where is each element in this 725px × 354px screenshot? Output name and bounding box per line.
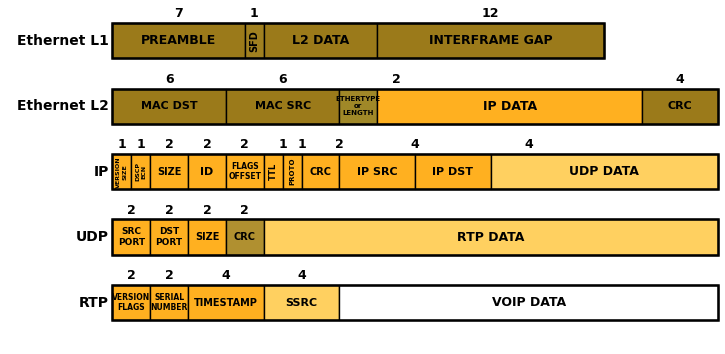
Text: ID: ID [200,167,214,177]
Bar [150,285,188,320]
Text: 2: 2 [335,138,344,151]
Text: SIZE: SIZE [157,167,181,177]
Text: CRC: CRC [233,232,256,242]
Bar [188,285,264,320]
Text: 7: 7 [174,7,183,20]
Text: 2: 2 [127,204,136,217]
Text: 6: 6 [165,73,173,86]
Bar [264,285,339,320]
Text: TIMESTAMP: TIMESTAMP [194,298,258,308]
Text: DST
PORT: DST PORT [156,228,183,247]
Text: ETHERTYPE
or
LENGTH: ETHERTYPE or LENGTH [336,96,381,116]
Text: CRC: CRC [310,167,331,177]
Text: SSRC: SSRC [286,298,318,308]
Bar [642,88,718,124]
Bar [283,154,302,189]
Text: VERSION
FLAGS: VERSION FLAGS [112,293,150,312]
Bar [112,88,718,124]
Bar [226,88,339,124]
Text: DSCP
ECN: DSCP ECN [136,162,146,181]
Bar [150,219,188,255]
Text: Ethernet L2: Ethernet L2 [17,99,109,113]
Text: 4: 4 [524,138,533,151]
Text: 2: 2 [165,269,173,282]
Bar [226,219,264,255]
Text: SFD: SFD [249,30,260,52]
Bar [188,154,226,189]
Text: 1: 1 [136,138,145,151]
Text: IP SRC: IP SRC [357,167,397,177]
Text: MAC SRC: MAC SRC [254,101,311,111]
Text: FLAGS
OFFSET: FLAGS OFFSET [228,162,261,181]
Bar [264,23,377,58]
Text: 1: 1 [297,138,306,151]
Text: MAC DST: MAC DST [141,101,197,111]
Text: TTL: TTL [269,163,278,180]
Text: 2: 2 [202,204,212,217]
Bar [112,23,604,58]
Text: RTP DATA: RTP DATA [457,231,524,244]
Bar [112,285,718,320]
Text: 4: 4 [297,269,306,282]
Bar [377,88,642,124]
Text: PREAMBLE: PREAMBLE [141,34,216,47]
Bar [339,88,377,124]
Text: 4: 4 [410,138,420,151]
Bar [112,219,150,255]
Bar [112,219,718,255]
Bar [264,219,718,255]
Text: VERSION
SIZE: VERSION SIZE [117,156,127,188]
Bar [302,154,339,189]
Text: Ethernet L1: Ethernet L1 [17,34,109,48]
Text: UDP: UDP [75,230,109,244]
Bar [150,154,188,189]
Bar [415,154,491,189]
Bar [112,154,131,189]
Bar [131,154,150,189]
Text: INTERFRAME GAP: INTERFRAME GAP [429,34,552,47]
Bar [339,285,718,320]
Bar [188,219,226,255]
Text: UDP DATA: UDP DATA [569,165,639,178]
Text: 4: 4 [676,73,684,86]
Bar [112,154,718,189]
Text: RTP: RTP [79,296,109,310]
Text: 6: 6 [278,73,287,86]
Bar [339,154,415,189]
Text: 1: 1 [278,138,287,151]
Text: SIZE: SIZE [195,232,219,242]
Text: 4: 4 [222,269,231,282]
Text: 1: 1 [117,138,126,151]
Bar [112,88,226,124]
Bar [226,154,264,189]
Bar [264,154,283,189]
Text: L2 DATA: L2 DATA [292,34,349,47]
Text: IP: IP [94,165,109,179]
Bar [112,285,150,320]
Text: IP DATA: IP DATA [483,100,536,113]
Text: 2: 2 [241,138,249,151]
Text: SERIAL
NUMBER: SERIAL NUMBER [151,293,188,312]
Text: 2: 2 [165,204,173,217]
Text: 2: 2 [127,269,136,282]
Text: 2: 2 [392,73,400,86]
Text: 1: 1 [250,7,259,20]
Text: VOIP DATA: VOIP DATA [492,296,566,309]
Text: 2: 2 [202,138,212,151]
Bar [245,23,264,58]
Text: IP DST: IP DST [432,167,473,177]
Text: PROTO: PROTO [289,158,295,185]
Text: SRC
PORT: SRC PORT [117,228,145,247]
Bar [491,154,718,189]
Text: 12: 12 [482,7,500,20]
Text: 2: 2 [241,204,249,217]
Bar [112,23,245,58]
Bar [377,23,604,58]
Text: 2: 2 [165,138,173,151]
Text: CRC: CRC [668,101,692,111]
